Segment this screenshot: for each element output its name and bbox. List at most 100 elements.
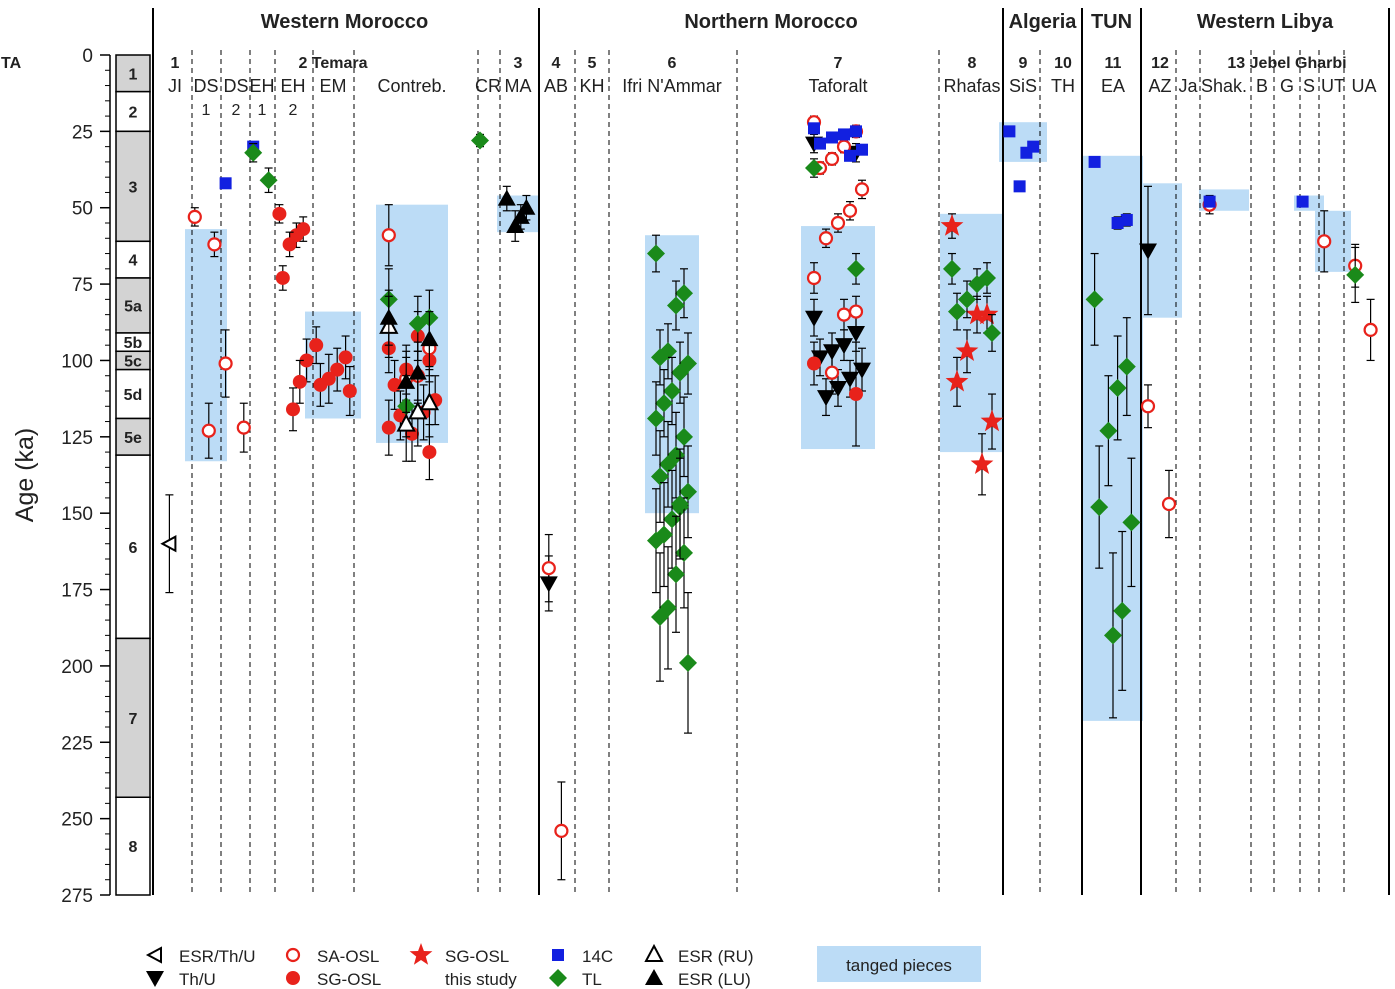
sg-osl-this-study-point — [940, 214, 964, 236]
tl-point — [667, 296, 685, 315]
c14-point — [552, 949, 564, 961]
legend-shade-swatch — [817, 946, 981, 982]
sa-osl-point — [1317, 234, 1332, 249]
site-label: Taforalt — [808, 76, 867, 96]
region-label: Western Libya — [1197, 11, 1334, 33]
sa-osl-point — [187, 209, 202, 224]
esr-lu-point — [408, 363, 427, 380]
esr-ru-point — [408, 401, 428, 420]
region-label: Northern Morocco — [684, 11, 857, 33]
group-number: 12 — [1151, 55, 1169, 72]
c14-point — [219, 177, 232, 190]
site-label: Contreb. — [377, 76, 446, 96]
site-sublabel: 1 — [202, 102, 211, 119]
y-tick-label: 100 — [61, 351, 93, 372]
site-label: DS — [223, 76, 248, 96]
group-number: 1 — [171, 55, 180, 72]
sg-osl-this-study-point — [955, 339, 979, 361]
tl-point — [1346, 265, 1365, 284]
thu-point — [829, 380, 847, 397]
tl-point — [675, 284, 693, 303]
mis-stage-label: 6 — [129, 540, 138, 557]
tl-point — [408, 314, 427, 333]
tl-point — [471, 131, 489, 150]
thu-point — [853, 362, 871, 379]
thu-point — [835, 338, 853, 355]
sg-osl-this-study-point — [970, 452, 994, 474]
site-label: S — [1303, 76, 1315, 96]
mis-stage-label: 7 — [129, 711, 138, 728]
sg-osl-this-study-point — [980, 409, 1004, 432]
y-tick-label: 225 — [61, 733, 93, 754]
tl-point — [679, 482, 697, 501]
tl-point — [549, 969, 567, 987]
tl-point — [1122, 513, 1141, 532]
site-label: EH — [249, 76, 274, 96]
site-label: AZ — [1148, 76, 1171, 96]
mis-stage-box — [115, 368, 151, 420]
thu-point — [841, 371, 859, 388]
sg-osl-point — [309, 338, 324, 353]
group-number: 13 Jebel Gharbi — [1227, 55, 1346, 72]
esr-lu-point — [497, 189, 516, 206]
y-tick-label: 150 — [61, 504, 93, 525]
tl-point — [958, 290, 976, 309]
site-label: Rhafas — [943, 76, 1000, 96]
sa-osl-point — [207, 237, 222, 252]
legend-label: ESR (RU) — [678, 947, 754, 966]
y-tick-label: 175 — [61, 581, 93, 602]
mis-stage-box — [115, 637, 151, 799]
sg-osl-point — [338, 350, 353, 365]
mis-stage-label: 5a — [124, 298, 142, 315]
group-number: 5 — [588, 55, 597, 72]
site-label: G — [1280, 76, 1294, 96]
tl-point — [1108, 378, 1127, 397]
group-number: 2 Temara — [298, 55, 367, 72]
sg-osl-point — [422, 445, 437, 460]
sg-osl-point — [313, 377, 328, 392]
legend-label: this study — [445, 970, 517, 989]
site-label: CR — [475, 76, 501, 96]
tanged-range — [801, 226, 875, 450]
group-number: 14 TA — [0, 55, 22, 72]
tl-point — [968, 275, 986, 294]
group-number: 7 — [834, 55, 843, 72]
thu-point — [146, 971, 164, 987]
sa-osl-point — [236, 420, 251, 435]
mis-stage-label: 8 — [129, 839, 138, 856]
y-tick-label: 0 — [82, 46, 93, 67]
sa-osl-point — [836, 307, 852, 322]
mis-stage-box — [115, 130, 151, 243]
y-tick-label: 200 — [61, 657, 93, 678]
site-headers: Western Morocco Northern Morocco Algeria TU… — [0, 11, 1377, 119]
group-number: 3 — [514, 55, 523, 72]
mis-stage-label: 4 — [129, 253, 138, 270]
tl-point — [1113, 601, 1132, 620]
sg-osl-point — [272, 206, 287, 221]
group-number: 6 — [668, 55, 677, 72]
mis-stage-label: 2 — [129, 105, 138, 122]
tl-point — [651, 608, 669, 627]
tl-point — [659, 455, 677, 474]
site-label: MA — [505, 76, 532, 96]
thu-point — [1139, 243, 1157, 260]
sa-osl-point — [806, 270, 822, 286]
legend-label: SG-OSL — [445, 947, 509, 966]
data-points — [160, 115, 1378, 881]
legend-label: TL — [582, 970, 602, 989]
tl-point — [983, 323, 1001, 342]
tl-point — [647, 409, 665, 428]
legend-label: ESR/Th/U — [179, 947, 256, 966]
tl-point — [1117, 357, 1136, 376]
region-label: Western Morocco — [261, 11, 428, 33]
sg-osl-this-study-point — [975, 302, 999, 325]
site-label: UT — [1321, 76, 1345, 96]
group-number: 9 — [1019, 55, 1028, 72]
c14-point — [826, 131, 838, 144]
sa-osl-point — [381, 228, 396, 243]
site-label: JI — [168, 76, 182, 96]
thu-point — [847, 325, 865, 342]
legend-label: SG-OSL — [317, 970, 381, 989]
esr-ru-point — [396, 413, 416, 432]
